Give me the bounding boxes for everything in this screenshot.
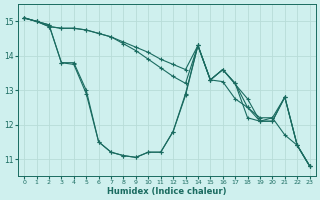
X-axis label: Humidex (Indice chaleur): Humidex (Indice chaleur) xyxy=(107,187,227,196)
